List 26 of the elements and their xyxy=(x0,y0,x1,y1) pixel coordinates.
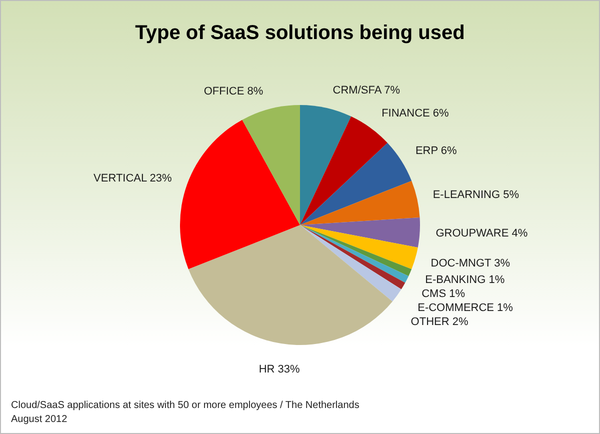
pie-slice xyxy=(300,142,412,225)
slice-label: E-BANKING 1% xyxy=(425,274,505,286)
slice-label: GROUPWARE 4% xyxy=(436,228,528,240)
pie-slice xyxy=(300,225,402,302)
pie-slice xyxy=(180,120,300,270)
slice-label: OTHER 2% xyxy=(410,316,468,328)
pie-slice xyxy=(300,116,388,225)
slice-label: CRM/SFA 7% xyxy=(332,84,400,96)
pie-slice xyxy=(300,105,352,225)
slice-label: E-COMMERCE 1% xyxy=(418,302,514,314)
slice-label: FINANCE 6% xyxy=(382,107,450,120)
pie-slice xyxy=(300,225,418,270)
text: Cloud/SaaS applications at sites with 50 or more employees / The Netherlands xyxy=(11,399,360,413)
slice-label: DOC-MNGT 3% xyxy=(430,258,510,270)
pie-slice xyxy=(188,225,392,345)
slice-label: ERP 6% xyxy=(415,145,458,158)
slice-label: VERTICAL 23% xyxy=(94,172,172,184)
pie-slice xyxy=(300,217,420,248)
slice-label: E-LEARNING 5% xyxy=(432,188,520,201)
chart-title: Type of SaaS solutions being used xyxy=(135,22,465,44)
slice-label: HR 33% xyxy=(258,363,300,376)
slice-label: OFFICE 8% xyxy=(204,85,264,98)
pie-slice xyxy=(242,105,300,225)
pie-slice xyxy=(300,180,420,225)
text: August 2012 xyxy=(11,413,68,427)
slice-label: CMS 1% xyxy=(422,288,466,300)
